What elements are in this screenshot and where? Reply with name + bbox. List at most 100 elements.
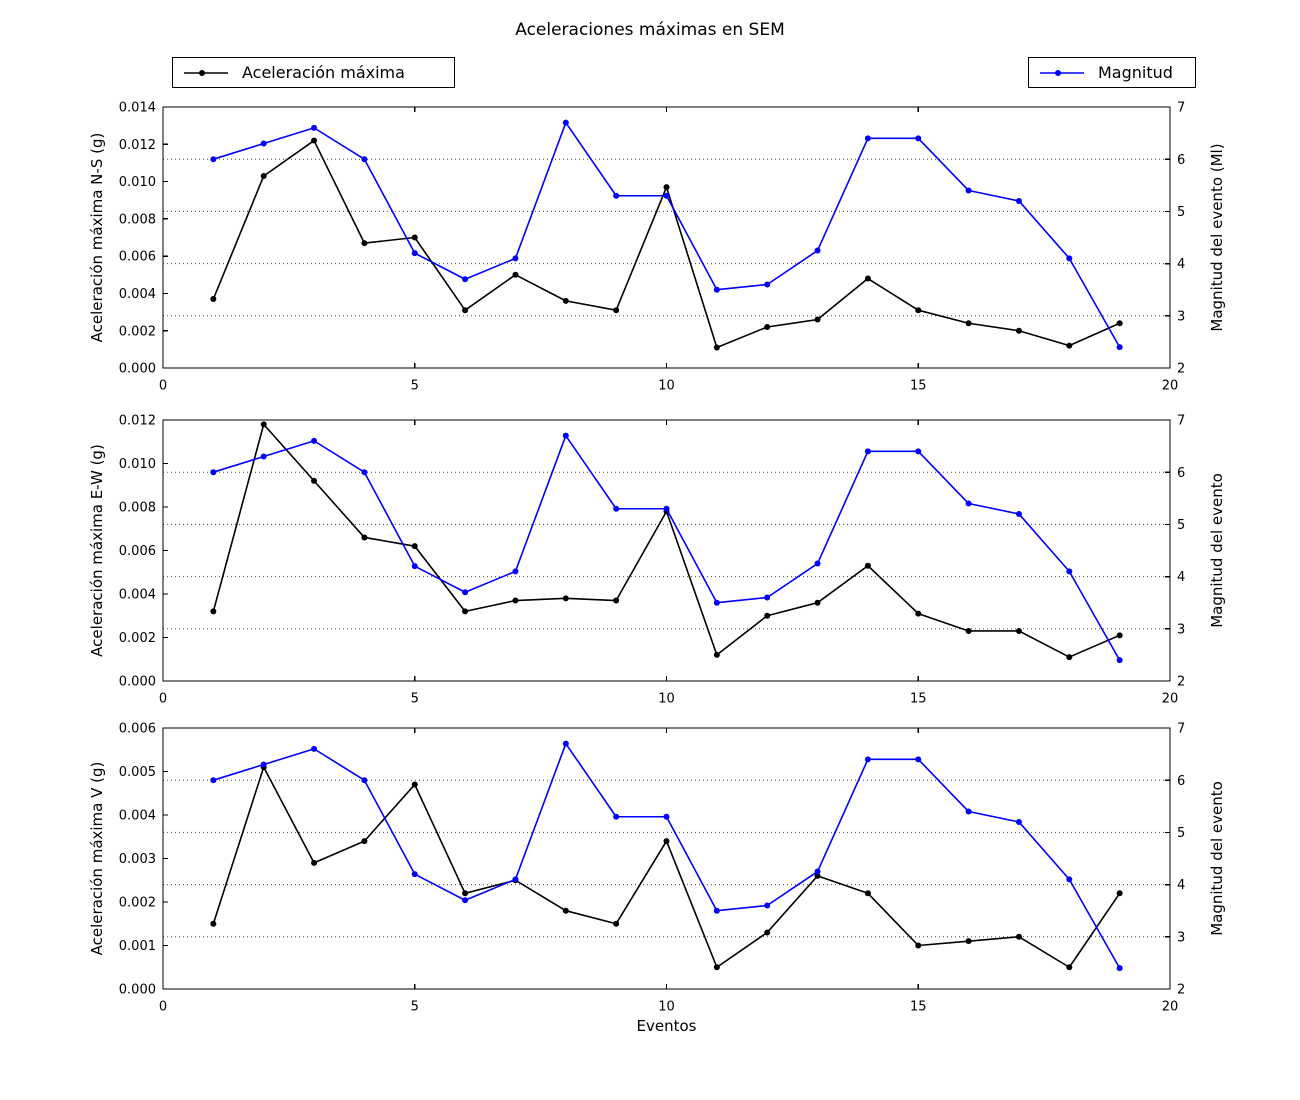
data-point-marker (1116, 344, 1123, 351)
data-point-marker (462, 589, 469, 596)
data-point-marker (411, 543, 418, 550)
y-tick-label-left: 0.004 (119, 588, 156, 603)
y-tick-label-right: 3 (1177, 622, 1185, 637)
y-tick-label-left: 0.005 (119, 765, 156, 780)
x-tick-label: 0 (159, 379, 167, 394)
data-point-marker (764, 929, 771, 936)
data-point-marker (1015, 327, 1022, 334)
data-point-marker (1015, 818, 1022, 825)
y-tick-label-right: 5 (1177, 518, 1185, 533)
data-point-marker (1066, 876, 1073, 883)
gridlines (163, 158, 1170, 317)
data-point-marker (361, 240, 368, 247)
magnitude-line-sample-icon (1039, 63, 1085, 82)
y-tick-label-left: 0.008 (119, 212, 156, 227)
data-point-marker (713, 907, 720, 914)
data-point-marker (210, 920, 217, 927)
axes-frame (162, 727, 1171, 990)
y-tick-label-right: 2 (1177, 675, 1185, 690)
x-tick-label: 15 (910, 379, 927, 394)
data-point-marker (361, 534, 368, 541)
data-point-marker (713, 964, 720, 971)
data-point-marker (260, 140, 267, 147)
data-point-marker (864, 756, 871, 763)
data-point-marker (260, 761, 267, 768)
data-point-marker (462, 276, 469, 283)
data-point-marker (965, 500, 972, 507)
data-point-marker (713, 344, 720, 351)
gridlines (163, 471, 1170, 630)
data-point-marker (260, 453, 267, 460)
data-point-marker (210, 777, 217, 784)
y-tick-label-right: 3 (1177, 930, 1185, 945)
ticks (162, 727, 1171, 990)
data-point-marker (613, 307, 620, 314)
y-tick-label-left: 0.014 (119, 101, 156, 116)
data-point-marker (210, 469, 217, 476)
x-tick-label: 10 (658, 692, 675, 707)
x-tick-label: 0 (159, 1000, 167, 1015)
ticks (162, 106, 1171, 369)
data-point-marker (462, 897, 469, 904)
x-tick-label: 20 (1162, 1000, 1179, 1015)
data-point-marker (814, 560, 821, 567)
data-point-marker (260, 172, 267, 179)
data-point-marker (1116, 320, 1123, 327)
data-point-marker (462, 608, 469, 615)
data-point-marker (864, 562, 871, 569)
accel-series (210, 764, 1123, 971)
data-point-marker (1015, 197, 1022, 204)
data-point-marker (713, 599, 720, 606)
data-point-marker (965, 808, 972, 815)
data-point-marker (512, 271, 519, 278)
x-tick-label: 20 (1162, 692, 1179, 707)
data-point-marker (311, 437, 318, 444)
data-point-marker (361, 156, 368, 163)
data-point-marker (965, 627, 972, 634)
data-point-marker (915, 448, 922, 455)
data-point-marker (1015, 510, 1022, 517)
data-point-marker (411, 563, 418, 570)
y-axis-label-right: Magnitud del evento (Ml) (1208, 143, 1226, 331)
y-tick-label-right: 4 (1177, 257, 1185, 272)
x-tick-label: 0 (159, 692, 167, 707)
y-tick-label-left: 0.006 (119, 544, 156, 559)
y-tick-label-right: 4 (1177, 878, 1185, 893)
accel-line-sample-icon (183, 63, 229, 82)
data-point-marker (663, 838, 670, 845)
data-point-marker (764, 612, 771, 619)
data-point-marker (864, 275, 871, 282)
y-tick-label-left: 0.012 (119, 138, 156, 153)
data-point-marker (411, 871, 418, 878)
data-point-marker (311, 745, 318, 752)
y-axis-label-right: Magnitud del evento (1208, 781, 1226, 936)
data-point-marker (764, 594, 771, 601)
data-point-marker (965, 187, 972, 194)
data-point-marker (411, 250, 418, 257)
y-tick-label-left: 0.012 (119, 414, 156, 429)
data-point-marker (1015, 627, 1022, 634)
data-point-marker (1066, 568, 1073, 575)
y-tick-label-right: 5 (1177, 826, 1185, 841)
y-tick-label-right: 6 (1177, 466, 1185, 481)
data-point-marker (814, 599, 821, 606)
data-point-marker (311, 137, 318, 144)
y-tick-label-left: 0.003 (119, 852, 156, 867)
data-point-marker (915, 610, 922, 617)
data-point-marker (1066, 342, 1073, 349)
data-point-marker (260, 421, 267, 428)
data-point-marker (1066, 654, 1073, 661)
data-point-marker (613, 813, 620, 820)
data-point-marker (361, 777, 368, 784)
y-tick-label-left: 0.002 (119, 324, 156, 339)
data-point-marker (764, 902, 771, 909)
legend-magnitude-label: Magnitud (1098, 63, 1173, 82)
data-point-marker (411, 781, 418, 788)
data-point-marker (814, 872, 821, 879)
y-tick-label-left: 0.004 (119, 809, 156, 824)
y-tick-label-left: 0.000 (119, 983, 156, 998)
magnitude-line (213, 742, 1121, 969)
legend-acceleration: Aceleración máxima (172, 57, 455, 88)
